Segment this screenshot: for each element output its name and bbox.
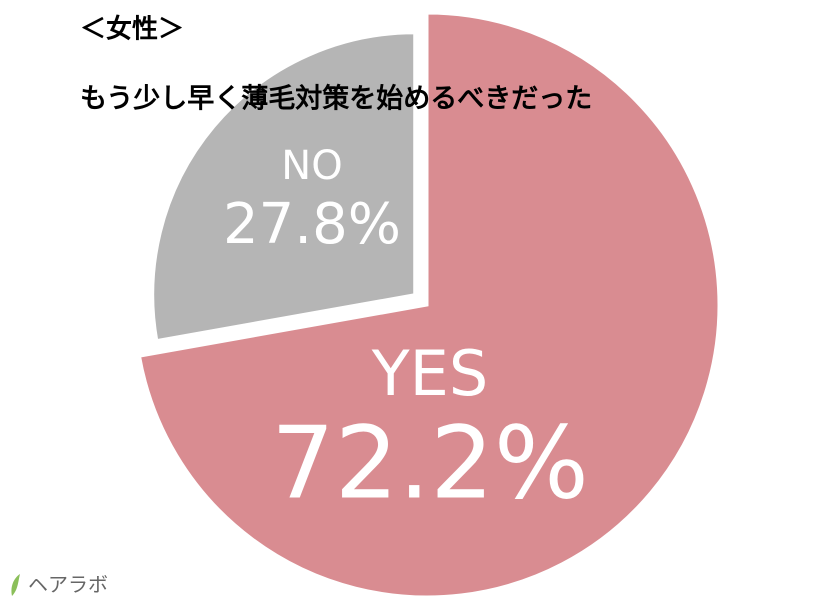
chart-subtitle: もう少し早く薄毛対策を始めるべきだった [80,83,592,115]
slice-label: NO [281,143,342,189]
logo: ヘアラボ [11,573,108,597]
logo-icon [11,574,20,596]
value-label: 72.2% [271,404,589,521]
value-label: 27.8% [223,192,401,257]
logo-text: ヘアラボ [28,573,108,597]
chart-title: ＜女性＞ [80,14,184,45]
slice-label: YES [371,337,488,410]
pie-slice [137,11,721,599]
pie-slice [151,31,417,343]
